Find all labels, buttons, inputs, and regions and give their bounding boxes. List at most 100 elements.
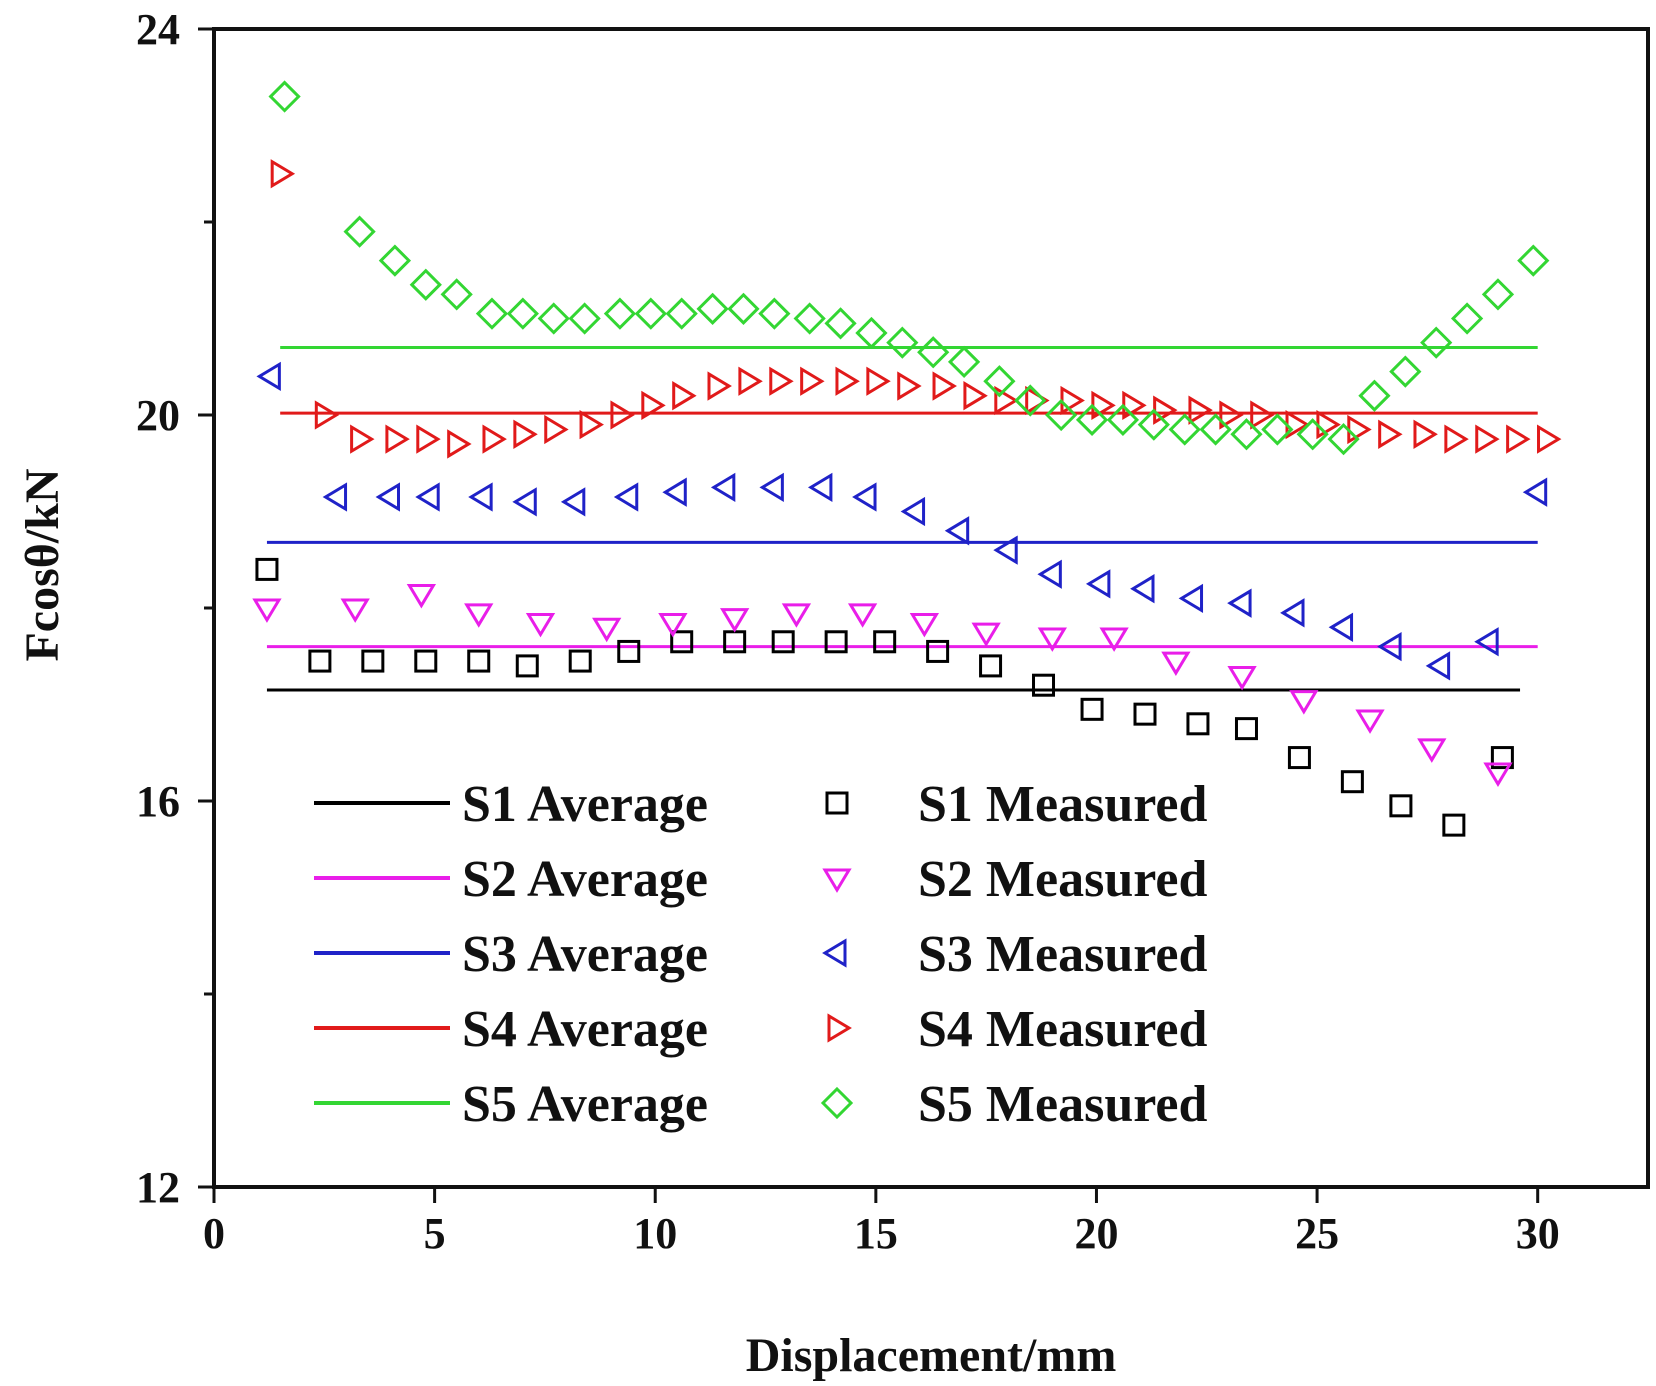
s3-point [993, 535, 1018, 565]
s1-point [255, 557, 279, 581]
s2-measured-series [252, 584, 1513, 787]
s5-legend-average-label: S5 Average [462, 1076, 708, 1133]
s1-point [515, 654, 539, 678]
s2-point [781, 603, 812, 628]
s4-point [350, 424, 375, 454]
s1-point [414, 649, 438, 673]
s2-point [464, 603, 494, 628]
s3-legend-average-label: S3 Average [462, 926, 708, 983]
s4-legend-marker [827, 1013, 852, 1043]
s2-point [1037, 627, 1067, 652]
measured-points [252, 80, 1562, 837]
s1-point [1389, 794, 1413, 818]
s3-point [560, 487, 586, 517]
s2-point [1355, 709, 1385, 734]
s5-legend-marker [820, 1086, 854, 1120]
s3-legend-marker [822, 938, 847, 968]
s2-legend-marker [822, 868, 852, 893]
s2-point [1099, 627, 1129, 652]
x-tick-label: 25 [1295, 1209, 1339, 1258]
s2-legend-average-label: S2 Average [462, 851, 708, 908]
s1-point [979, 654, 1003, 678]
s4-point [738, 366, 763, 396]
s4-point [641, 390, 666, 420]
y-tick-label: 16 [136, 777, 180, 826]
y-tick-label: 24 [136, 5, 180, 54]
s4-point [866, 366, 891, 396]
s3-point [1280, 598, 1305, 628]
s5-point [378, 244, 412, 277]
s4-point [897, 371, 922, 401]
s4-point [769, 366, 794, 396]
s3-point [1037, 559, 1062, 589]
s1-point [1287, 746, 1311, 770]
s5-point [1075, 403, 1109, 436]
y-tick-label: 20 [136, 391, 180, 440]
s5-point [886, 326, 919, 359]
s4-point [1347, 414, 1372, 445]
s4-point [1444, 424, 1469, 454]
s5-point [696, 292, 729, 325]
s5-point [1296, 418, 1329, 451]
s5-point [917, 336, 950, 369]
s5-point [568, 302, 601, 335]
x-tick-label: 0 [203, 1209, 225, 1258]
s4-point [416, 424, 441, 454]
s4-point [544, 414, 569, 445]
s1-point [308, 649, 332, 673]
s1-point [1133, 702, 1157, 726]
legend: S1 Average S1 Measured S2 Average S2 Measur… [314, 776, 1207, 1133]
s5-point [1481, 278, 1515, 311]
s5-measured-series [268, 80, 1550, 456]
s3-point [415, 482, 440, 512]
s1-point [1490, 746, 1514, 770]
s5-point [824, 307, 857, 340]
s4-point [610, 400, 635, 430]
s5-point [268, 80, 301, 113]
axis-ticks: 0 5 10 15 20 25 30 12 16 20 24 [136, 5, 1560, 1258]
y-tick-label: 12 [136, 1163, 180, 1212]
s2-point [847, 603, 878, 628]
s3-point [1085, 569, 1111, 599]
s3-point [512, 487, 537, 517]
s5-point [537, 302, 570, 335]
s5-point [727, 292, 760, 325]
s4-point [513, 419, 538, 449]
s2-point [1417, 738, 1447, 763]
s3-point [1425, 651, 1451, 681]
s2-point [525, 612, 556, 638]
s5-point [665, 297, 698, 330]
s5-point [1327, 423, 1360, 456]
s3-point [807, 472, 833, 503]
x-tick-label: 10 [633, 1209, 677, 1258]
s4-point [1153, 395, 1178, 425]
s5-point [947, 345, 981, 379]
s2-point [1161, 651, 1191, 676]
s3-point [1522, 477, 1548, 507]
s5-point [1137, 408, 1170, 441]
s5-point [440, 278, 473, 311]
s3-point [852, 482, 877, 512]
average-lines [266, 345, 1538, 692]
s5-point [343, 215, 376, 248]
s5-point [1261, 413, 1294, 446]
s1-point [1340, 770, 1364, 794]
x-tick-label: 30 [1516, 1209, 1560, 1258]
s2-legend-measured-label: S2 Measured [918, 851, 1207, 908]
s3-measured-series [256, 361, 1548, 681]
s5-point [1420, 326, 1453, 359]
s1-legend-marker [825, 791, 849, 815]
s5-point [475, 297, 509, 330]
s1-legend-measured-label: S1 Measured [918, 776, 1207, 833]
s1-point [771, 630, 795, 654]
s5-point [506, 297, 539, 330]
s3-point [322, 482, 348, 512]
s5-point [1106, 403, 1140, 436]
s1-point [1032, 673, 1056, 697]
x-tick-label: 20 [1074, 1209, 1118, 1258]
s5-point [409, 268, 442, 301]
s4-point [385, 424, 410, 454]
s4-point [1250, 400, 1275, 430]
s2-point [909, 612, 940, 638]
